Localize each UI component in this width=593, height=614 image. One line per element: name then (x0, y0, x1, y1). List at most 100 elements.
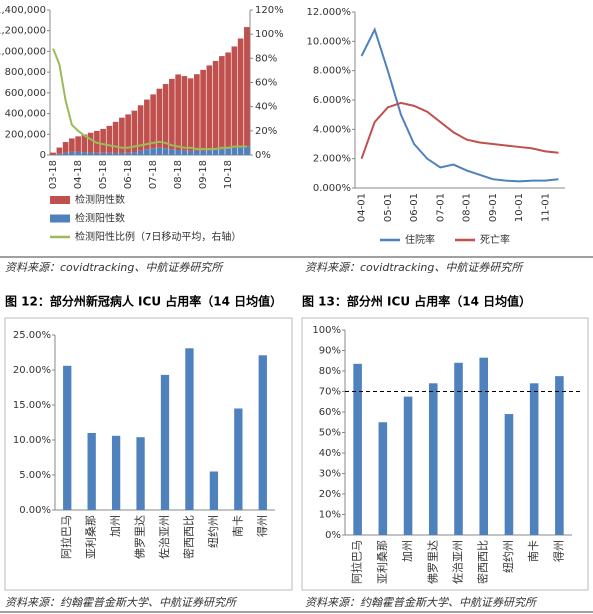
y-tick-label: 0% (325, 530, 341, 541)
bar (209, 471, 219, 510)
y-tick-label: 1,000,000 (0, 46, 46, 57)
bar-segment (100, 152, 106, 155)
x-tick-label: 得州 (552, 540, 565, 562)
x-tick-label: 10-18 (223, 160, 234, 189)
bar-segment (187, 78, 194, 151)
bar-segment (162, 84, 169, 149)
legend-label: 死亡率 (480, 233, 510, 246)
bar (479, 357, 489, 535)
x-tick-label: 纽约州 (206, 515, 220, 548)
line (52, 48, 247, 150)
y-tick-label: 6.000% (313, 95, 351, 106)
bar-segment (69, 138, 75, 152)
legend-label: 检测阴性数 (75, 193, 125, 206)
chart-frame (301, 317, 589, 591)
bar-segment (175, 74, 181, 151)
bar-segment (125, 114, 131, 153)
bar-segment (206, 65, 213, 151)
bar (529, 383, 539, 535)
bar (87, 433, 96, 510)
bar (63, 365, 72, 510)
bar-segment (212, 150, 219, 155)
y-tick-label: 25.00% (13, 330, 51, 341)
y2-tick-label: 80% (255, 53, 277, 64)
bar-segment (125, 152, 131, 155)
chart-title: 图 13：部分州 ICU 占用率（14 日均值） (302, 294, 531, 309)
bar-segment (150, 94, 156, 149)
bar-segment (244, 146, 250, 155)
bar-segment (169, 78, 175, 150)
y2-tick-label: 40% (255, 102, 277, 113)
x-tick-label: 得州 (256, 515, 269, 537)
bar (111, 435, 121, 510)
y-tick-label: 0 (40, 150, 46, 161)
line (360, 101, 559, 160)
bar (555, 376, 564, 535)
y-tick-label: 600,000 (5, 88, 46, 99)
source-note: 资料来源：约翰霍普金斯大学、中航证券研究所 (305, 596, 538, 609)
y2-tick-label: 60% (255, 78, 277, 89)
y-tick-label: 1,200,000 (0, 26, 46, 37)
y-tick-label: 70% (319, 387, 341, 398)
legend-swatch (50, 214, 70, 223)
legend-label: 住院率 (405, 233, 435, 246)
bar-segment (119, 152, 125, 155)
x-tick-label: 07-18 (148, 160, 159, 189)
bar (258, 355, 267, 510)
bar-segment (137, 150, 144, 155)
y2-tick-label: 120% (255, 5, 284, 16)
bar-segment (75, 136, 81, 152)
x-tick-label: 08-18 (173, 160, 184, 189)
y-tick-label: 400,000 (5, 109, 46, 120)
bar-segment (81, 152, 88, 155)
bar-segment (225, 52, 231, 149)
y2-tick-label: 0% (255, 150, 271, 161)
y-tick-label: 100% (312, 325, 341, 336)
bar-segment (144, 149, 150, 155)
bar (378, 422, 388, 535)
source-note: 资料来源：covidtracking、中航证券研究所 (5, 261, 224, 274)
bar-segment (219, 56, 225, 150)
bar (185, 348, 194, 510)
bar (454, 362, 463, 535)
x-tick-label: 加州 (401, 540, 414, 562)
line (360, 26, 559, 183)
bar-segment (150, 148, 156, 155)
x-tick-label: 11-01 (540, 193, 551, 222)
x-tick-label: 06-01 (409, 193, 420, 222)
x-tick-label: 07-01 (435, 193, 446, 222)
bar-segment (56, 147, 63, 154)
y-tick-label: 10% (319, 510, 341, 521)
bar-segment (131, 110, 138, 153)
bar-segment (212, 60, 219, 151)
bar-segment (200, 69, 206, 151)
y-tick-label: 40% (319, 448, 341, 459)
bar-segment (244, 27, 250, 147)
bar-segment (187, 150, 194, 155)
bar-segment (112, 152, 119, 155)
x-tick-label: 佛罗里达 (134, 515, 147, 559)
bar-segment (137, 105, 144, 151)
bar-segment (181, 150, 188, 155)
bar-segment (169, 149, 175, 155)
y-tick-label: 60% (319, 407, 341, 418)
x-tick-label: 佐治亚州 (157, 515, 171, 559)
y-tick-label: 0.000% (313, 183, 351, 194)
y2-tick-label: 100% (255, 29, 284, 40)
bar-segment (100, 128, 106, 153)
bar-segment (131, 152, 138, 155)
legend-label: 检测阳性比例（7日移动平均，右轴） (75, 230, 241, 243)
y-tick-label: 20.00% (13, 365, 51, 376)
x-tick-label: 密西西比 (476, 540, 490, 584)
bar (504, 414, 514, 535)
x-tick-label: 加州 (109, 515, 122, 537)
x-tick-label: 10-01 (514, 193, 525, 222)
bar-segment (206, 150, 213, 155)
source-note: 资料来源：covidtracking、中航证券研究所 (305, 261, 524, 274)
x-tick-label: 南卡 (231, 515, 244, 537)
bar-segment (156, 147, 163, 155)
x-tick-label: 06-18 (123, 160, 134, 189)
x-tick-label: 08-01 (462, 193, 473, 222)
bar-segment (62, 142, 69, 153)
y-tick-label: 4.000% (313, 124, 351, 135)
